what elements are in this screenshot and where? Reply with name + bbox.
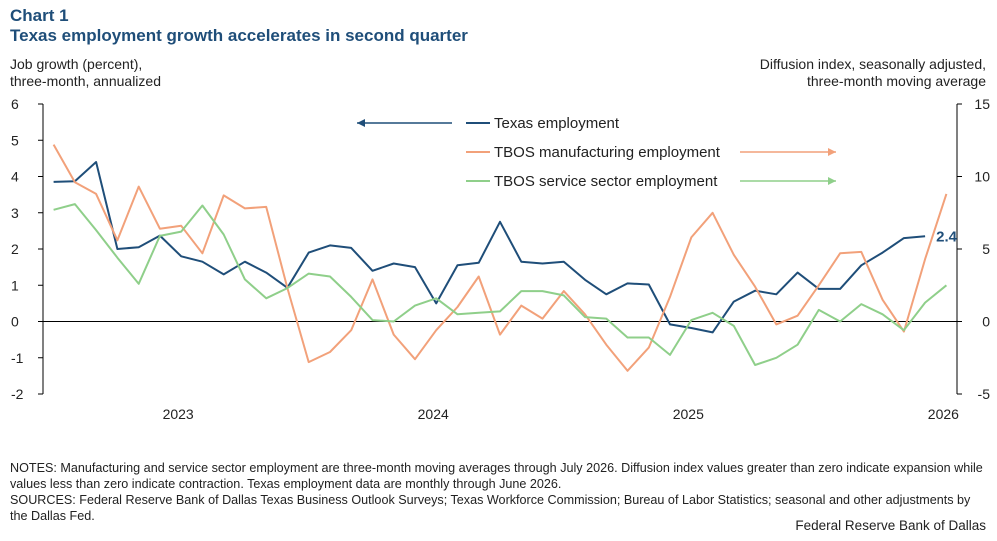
sources-text: SOURCES: Federal Reserve Bank of Dallas … [10,493,971,523]
right-axis-tick-label: 10 [974,169,990,185]
legend-arrow-head [357,119,365,127]
x-axis-tick-label: 2024 [418,406,449,422]
end-value-label: 2.4 [936,228,958,245]
right-axis-tick-label: 15 [974,96,990,112]
x-axis-tick-label: 2025 [673,406,704,422]
right-axis-description-line2: three-month moving average [807,73,986,89]
left-axis-tick-label: 3 [11,205,19,221]
left-axis-description-line2: three-month, annualized [10,73,161,89]
notes-text: NOTES: Manufacturing and service sector … [10,461,983,491]
legend: Texas employment TBOS manufacturing emplo… [357,115,836,190]
left-axis-tick-label: -2 [11,386,24,402]
series-line-texas-employment [53,161,926,334]
x-axis-tick-label: 2026 [928,406,959,422]
legend-label: TBOS manufacturing employment [494,144,721,161]
axes-layer: -2 -1 0 1 2 3 4 5 6 -5 0 5 10 15 2023 2024 2025 2026 [11,96,990,422]
right-axis-tick-label: -5 [978,386,991,402]
right-axis-tick-label: 5 [982,241,990,257]
left-axis-tick-label: 1 [11,277,19,293]
x-axis-tick-label: 2023 [163,406,194,422]
left-axis-description: Job growth (percent), three-month, annua… [10,56,161,90]
right-axis-description-line1: Diffusion index, seasonally adjusted, [759,56,986,72]
chart-label: Chart 1 [10,6,69,25]
footer-notes: NOTES: Manufacturing and service sector … [10,460,990,524]
right-axis-description: Diffusion index, seasonally adjusted, th… [760,56,986,90]
legend-arrow-head [828,177,836,185]
left-axis-tick-label: 2 [11,241,19,257]
series-layer: 2.4 [52,144,958,372]
left-axis-tick-label: 4 [11,169,19,185]
legend-label: TBOS service sector employment [494,173,718,190]
right-axis-tick-label: 0 [982,314,990,330]
left-axis-tick-label: 5 [11,132,19,148]
legend-label: Texas employment [494,115,620,132]
series-line-tbos-service-sector-employment [53,203,948,366]
title-block: Chart 1 Texas employment growth accelera… [10,6,468,46]
legend-arrow-head [828,148,836,156]
left-axis-description-line1: Job growth (percent), [10,56,143,72]
left-axis-tick-label: 6 [11,96,19,112]
chart-title: Texas employment growth accelerates in s… [10,26,468,45]
series-line-tbos-manufacturing-employment [52,144,948,372]
left-axis-tick-label: 0 [11,314,19,330]
credit-text: Federal Reserve Bank of Dallas [795,518,986,533]
left-axis-tick-label: -1 [11,350,24,366]
